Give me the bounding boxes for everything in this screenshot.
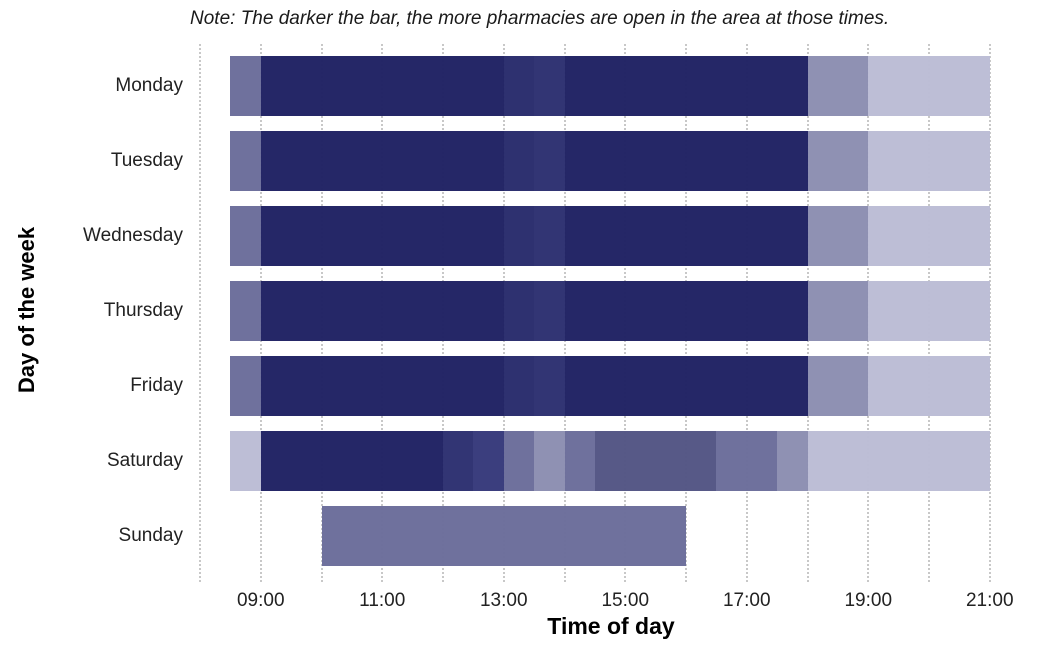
bar-segment-friday — [807, 356, 869, 416]
bar-segment-saturday — [260, 431, 443, 491]
x-axis-title: Time of day — [547, 613, 675, 639]
bar-segment-friday — [868, 356, 990, 416]
bar-segment-saturday — [777, 431, 808, 491]
x-tick-label: 21:00 — [965, 590, 1014, 611]
bar-segment-wednesday — [503, 206, 535, 266]
bar-segment-wednesday — [564, 206, 808, 266]
x-tick-label: 09:00 — [236, 590, 285, 611]
bar-segment-tuesday — [534, 131, 565, 191]
bar-segment-thursday — [503, 281, 535, 341]
x-tick-label: 13:00 — [479, 590, 528, 611]
bar-segment-saturday — [594, 431, 717, 491]
bar-segment-thursday — [534, 281, 565, 341]
bar-segment-monday — [868, 56, 990, 116]
bar-segment-thursday — [807, 281, 869, 341]
bar-segment-thursday — [230, 281, 261, 341]
day-label-tuesday: Tuesday — [110, 150, 183, 171]
bar-segment-monday — [807, 56, 869, 116]
bar-segment-wednesday — [230, 206, 261, 266]
bar-segment-friday — [230, 356, 261, 416]
bar-segment-friday — [564, 356, 808, 416]
bar-segment-monday — [503, 56, 535, 116]
day-label-saturday: Saturday — [106, 450, 183, 471]
bar-segment-monday — [564, 56, 808, 116]
chart-note: Note: The darker the bar, the more pharm… — [190, 8, 890, 29]
bar-segment-sunday — [321, 506, 686, 566]
bar-segment-tuesday — [503, 131, 535, 191]
day-label-monday: Monday — [115, 75, 183, 96]
bar-segment-wednesday — [260, 206, 504, 266]
x-tick-label: 17:00 — [722, 590, 771, 611]
bar-segment-saturday — [716, 431, 778, 491]
x-tick-label: 15:00 — [601, 590, 650, 611]
day-label-sunday: Sunday — [118, 525, 183, 546]
bar-segment-monday — [260, 56, 504, 116]
bar-segment-saturday — [473, 431, 504, 491]
day-label-wednesday: Wednesday — [83, 225, 183, 246]
gridline — [988, 44, 991, 582]
bar-segment-monday — [534, 56, 565, 116]
bar-segment-friday — [503, 356, 535, 416]
bar-segment-wednesday — [868, 206, 990, 266]
bar-segment-saturday — [503, 431, 535, 491]
bar-segment-friday — [260, 356, 504, 416]
day-label-friday: Friday — [130, 375, 183, 396]
bar-segment-tuesday — [868, 131, 990, 191]
bar-segment-thursday — [868, 281, 990, 341]
x-tick-label: 11:00 — [359, 590, 406, 611]
bar-segment-saturday — [564, 431, 595, 491]
bar-segment-wednesday — [534, 206, 565, 266]
bar-segment-saturday — [807, 431, 990, 491]
bar-segment-thursday — [260, 281, 504, 341]
bar-segment-friday — [534, 356, 565, 416]
x-tick-label: 19:00 — [844, 590, 893, 611]
bar-segment-saturday — [534, 431, 565, 491]
bar-segment-saturday — [443, 431, 474, 491]
bar-segment-saturday — [230, 431, 261, 491]
bar-segment-tuesday — [260, 131, 504, 191]
bar-segment-tuesday — [564, 131, 808, 191]
bar-segment-tuesday — [807, 131, 869, 191]
bar-segment-wednesday — [807, 206, 869, 266]
bar-segment-tuesday — [230, 131, 261, 191]
gridline — [199, 44, 201, 582]
day-label-thursday: Thursday — [103, 300, 183, 321]
y-axis-title: Day of the week — [14, 226, 39, 394]
bar-segment-monday — [230, 56, 261, 116]
bar-segment-thursday — [564, 281, 808, 341]
